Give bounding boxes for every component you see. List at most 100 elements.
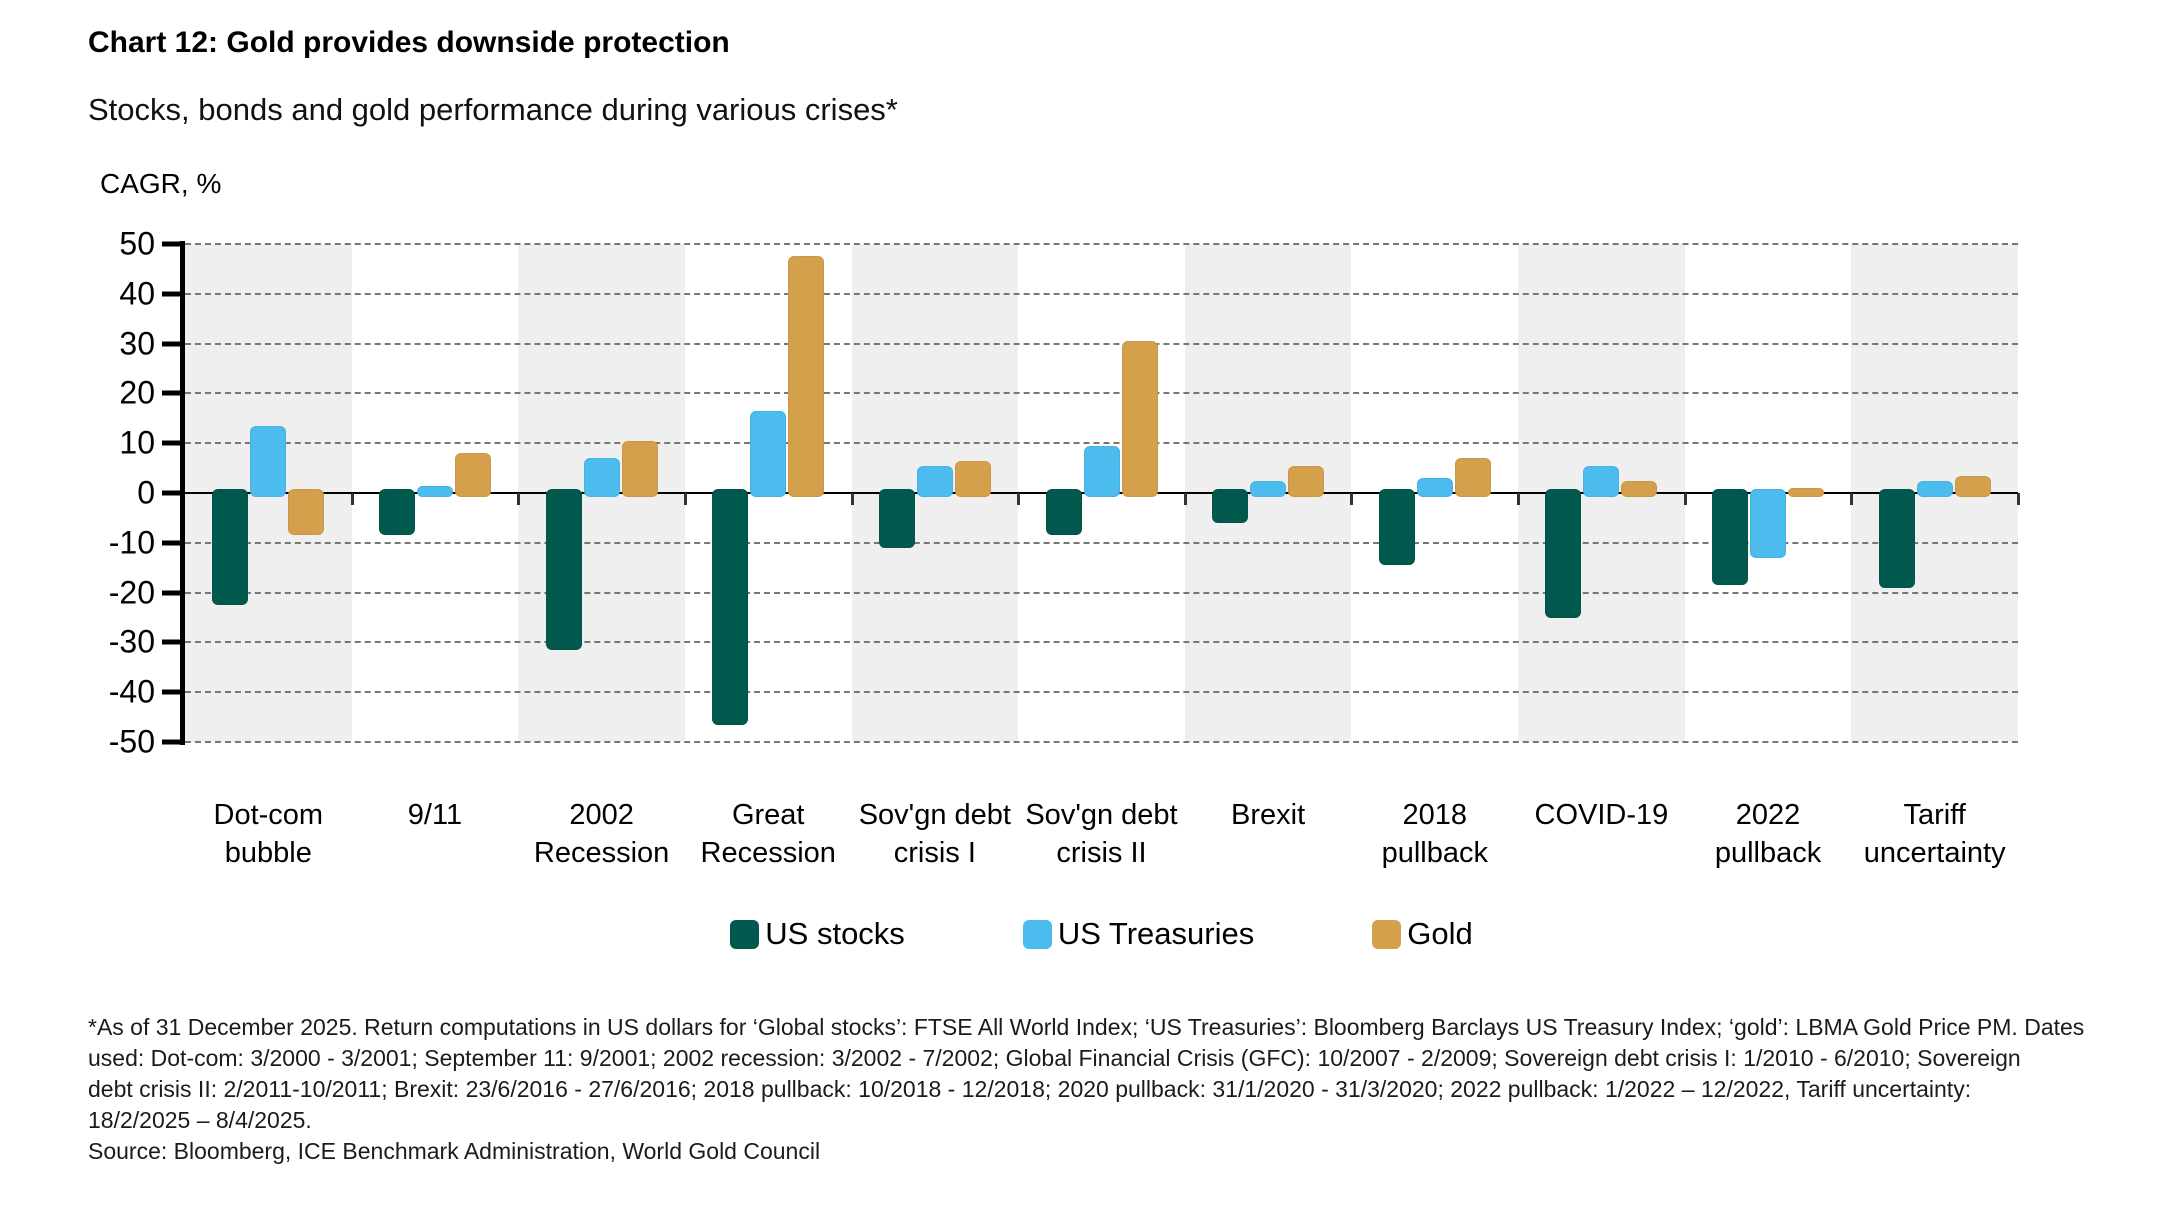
y-axis-tick xyxy=(162,390,182,396)
x-axis-tick xyxy=(2017,493,2020,505)
x-axis-tick xyxy=(1183,493,1187,505)
y-tick-label: 20 xyxy=(119,374,155,411)
y-tick-label: 40 xyxy=(119,275,155,312)
category-label-line: Tariff xyxy=(1903,799,1966,831)
category-label-great-recession: Great Recession xyxy=(685,796,852,872)
y-axis-tick xyxy=(162,291,182,297)
y-tick-label: 10 xyxy=(119,424,155,461)
bar-us-stocks-2018-pullback xyxy=(1378,489,1415,566)
bar-us-stocks-dot-com-bubble xyxy=(212,489,249,606)
bar-us-stocks-tariff-uncertainty xyxy=(1878,489,1915,588)
x-axis-tick xyxy=(517,493,521,505)
x-axis-tick xyxy=(850,493,854,505)
bar-gold-2022-pullback xyxy=(1788,488,1825,497)
bar-us-treasuries-2018-pullback xyxy=(1416,478,1453,497)
bar-us-stocks-sov-gn-debt-crisis-i xyxy=(878,489,915,548)
y-axis-tick xyxy=(162,739,182,745)
category-label-line: Sov'gn debt xyxy=(858,799,1011,831)
y-axis-tick xyxy=(162,590,182,596)
legend-swatch-us-treasuries xyxy=(1022,919,1052,949)
legend-label: US stocks xyxy=(765,916,905,951)
bar-gold-2018-pullback xyxy=(1454,458,1491,497)
y-tick-label: -20 xyxy=(108,574,155,611)
category-label-line: 9/11 xyxy=(407,799,463,831)
category-label-2002-recession: 2002 Recession xyxy=(518,796,685,872)
category-label-covid-19: COVID-19 xyxy=(1518,796,1685,834)
gridline--30 xyxy=(185,641,2018,644)
category-label-sov-gn-debt-crisis-i: Sov'gn debt crisis I xyxy=(852,796,1019,872)
bar-gold-sov-gn-debt-crisis-i xyxy=(954,460,991,497)
gridline-10 xyxy=(185,442,2018,445)
x-axis-tick xyxy=(1350,493,1354,505)
chart-title: Chart 12: Gold provides downside protect… xyxy=(88,26,730,59)
y-tick-label: 0 xyxy=(137,474,155,511)
category-label-line: COVID-19 xyxy=(1534,799,1669,831)
bar-us-treasuries-great-recession xyxy=(750,410,787,497)
x-axis-tick xyxy=(350,493,354,505)
y-axis-tick xyxy=(162,540,182,546)
footnote-line: debt crisis II: 2/2011-10/2011; Brexit: … xyxy=(88,1076,1972,1102)
y-tick-label: -40 xyxy=(108,673,155,710)
source-line: Source: Bloomberg, ICE Benchmark Adminis… xyxy=(88,1138,821,1164)
category-label-line: pullback xyxy=(1714,837,1822,869)
y-tick-label: -50 xyxy=(108,723,155,760)
chart-subtitle: Stocks, bonds and gold performance durin… xyxy=(88,92,898,127)
bar-us-stocks-great-recession xyxy=(712,489,749,725)
category-label-line: crisis I xyxy=(893,837,976,869)
y-axis-tick xyxy=(162,490,182,496)
bar-us-treasuries-brexit xyxy=(1250,480,1287,497)
bar-us-treasuries-dot-com-bubble xyxy=(250,425,287,497)
gridline-50 xyxy=(185,243,2018,245)
y-tick-label: -30 xyxy=(108,623,155,660)
bar-gold-2002-recession xyxy=(621,440,658,497)
x-axis-tick xyxy=(1850,493,1854,505)
gridline-40 xyxy=(185,292,2018,295)
gridline--20 xyxy=(185,591,2018,594)
category-label-9-11: 9/11 xyxy=(352,796,519,834)
bar-us-treasuries-2022-pullback xyxy=(1750,489,1787,558)
bar-us-stocks-2022-pullback xyxy=(1712,489,1749,586)
bar-us-treasuries-covid-19 xyxy=(1583,465,1620,497)
category-label-line: 2002 xyxy=(569,799,634,831)
category-label-line: 2018 xyxy=(1402,799,1468,831)
category-label-tariff-uncertainty: Tariff uncertainty xyxy=(1851,796,2018,872)
bar-us-treasuries-2002-recession xyxy=(583,458,620,497)
x-axis-tick xyxy=(683,493,687,505)
category-label-line: 2022 xyxy=(1735,799,1801,831)
bar-gold-sov-gn-debt-crisis-ii xyxy=(1121,341,1158,497)
y-axis-line xyxy=(180,241,185,745)
bar-gold-tariff-uncertainty xyxy=(1954,475,1991,497)
category-label-line: pullback xyxy=(1381,837,1488,869)
legend-item-us-stocks: US stocks xyxy=(730,916,905,952)
y-axis-tick xyxy=(162,689,182,695)
bar-gold-dot-com-bubble xyxy=(288,489,325,536)
category-label-line: Recession xyxy=(700,837,836,869)
y-axis-tick xyxy=(162,440,182,446)
x-axis-tick xyxy=(1683,493,1687,505)
y-axis-title: CAGR, % xyxy=(100,168,222,199)
legend-item-gold: Gold xyxy=(1372,916,1473,952)
bar-us-stocks-covid-19 xyxy=(1545,489,1582,618)
bar-us-treasuries-9-11 xyxy=(416,485,453,497)
legend-label: US Treasuries xyxy=(1057,916,1255,951)
bar-us-stocks-2002-recession xyxy=(545,489,582,650)
legend: US stocks US Treasuries Gold xyxy=(185,916,2018,952)
bar-us-treasuries-sov-gn-debt-crisis-ii xyxy=(1083,445,1120,497)
y-axis-tick xyxy=(162,241,182,247)
bar-us-stocks-brexit xyxy=(1212,489,1249,523)
category-label-sov-gn-debt-crisis-ii: Sov'gn debt crisis II xyxy=(1018,796,1185,872)
footnote: *As of 31 December 2025. Return computat… xyxy=(88,1012,2138,1167)
footnote-line: *As of 31 December 2025. Return computat… xyxy=(88,1014,2085,1040)
legend-label: Gold xyxy=(1407,916,1473,951)
category-label-2022-pullback: 2022 pullback xyxy=(1685,796,1852,872)
category-label-brexit: Brexit xyxy=(1185,796,1352,834)
gridline-20 xyxy=(185,392,2018,395)
category-label-line: crisis II xyxy=(1056,837,1147,869)
gridline--10 xyxy=(185,541,2018,544)
bar-gold-brexit xyxy=(1288,465,1325,497)
category-label-2018-pullback: 2018 pullback xyxy=(1351,796,1518,872)
category-label-line: Brexit xyxy=(1231,799,1306,831)
bar-us-stocks-sov-gn-debt-crisis-ii xyxy=(1045,489,1082,536)
bar-us-treasuries-sov-gn-debt-crisis-i xyxy=(916,465,953,497)
